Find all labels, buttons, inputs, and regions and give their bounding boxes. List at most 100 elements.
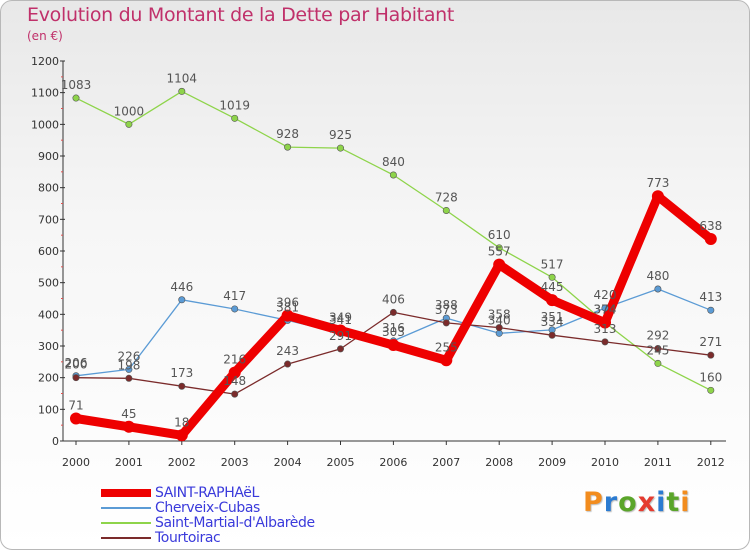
data-point <box>178 296 186 304</box>
data-point <box>125 120 133 128</box>
data-point <box>495 244 503 252</box>
x-tick-label: 2006 <box>379 456 407 469</box>
legend-label: SAINT-RAPHAëL <box>155 484 259 501</box>
x-tick-label: 2011 <box>644 456 672 469</box>
logo-letter: r <box>603 487 619 518</box>
legend-label: Cherveix-Cubas <box>155 499 260 516</box>
y-tick-label: 200 <box>38 372 59 385</box>
data-point <box>389 308 397 316</box>
data-label: 446 <box>170 280 193 294</box>
x-tick-label: 2009 <box>538 456 566 469</box>
data-point <box>336 144 344 152</box>
data-label: 200 <box>65 358 88 372</box>
data-label: 1019 <box>219 98 250 112</box>
data-label: 243 <box>276 344 299 358</box>
data-label: 388 <box>435 298 458 312</box>
y-tick-label: 1100 <box>31 87 59 100</box>
y-tick-label: 1200 <box>31 55 59 68</box>
data-label: 255 <box>435 340 458 354</box>
data-label: 351 <box>541 310 564 324</box>
x-tick-label: 2000 <box>62 456 90 469</box>
data-point <box>387 339 400 352</box>
data-label: 148 <box>223 374 246 388</box>
y-tick-label: 300 <box>38 340 59 353</box>
data-label: 374 <box>594 303 617 317</box>
proxiti-logo: Proxiti <box>583 487 691 518</box>
data-point <box>707 386 715 394</box>
data-point <box>546 294 559 307</box>
data-label: 18 <box>174 415 189 429</box>
x-tick-label: 2005 <box>327 456 355 469</box>
data-point <box>440 354 453 367</box>
chart-axes: 0 100 200 300 400 500 600 700 800 900 1000 1100 1200… <box>31 55 726 469</box>
data-label: 1000 <box>114 104 145 118</box>
data-label: 340 <box>488 313 511 327</box>
y-tick-label: 0 <box>52 435 59 448</box>
data-point <box>651 190 664 203</box>
legend-swatch-saint-raphael <box>101 488 151 497</box>
legend-swatch-tourtoirac <box>101 536 151 539</box>
data-point <box>122 420 135 433</box>
data-point <box>654 285 662 293</box>
data-point <box>601 304 609 312</box>
data-label: 334 <box>541 315 564 329</box>
data-label: 71 <box>68 399 83 413</box>
chart-title: Evolution du Montant de la Dette par Hab… <box>27 4 455 26</box>
data-point <box>72 374 80 382</box>
logo-letter: P <box>583 487 604 518</box>
chart-lines <box>71 90 716 440</box>
data-point <box>707 351 715 359</box>
y-tick-label: 900 <box>38 150 59 163</box>
data-point <box>228 366 241 379</box>
data-point <box>231 305 239 313</box>
data-label: 928 <box>276 127 299 141</box>
legend-item: Cherveix-Cubas <box>101 499 315 516</box>
data-point <box>442 319 450 327</box>
x-tick-label: 2002 <box>168 456 196 469</box>
data-point <box>495 324 503 332</box>
data-label: 517 <box>541 257 564 271</box>
data-label: 396 <box>276 296 299 310</box>
data-label: 45 <box>121 407 136 421</box>
data-point <box>707 306 715 314</box>
data-label: 728 <box>435 190 458 204</box>
data-label: 413 <box>699 290 722 304</box>
data-label: 216 <box>223 353 246 367</box>
data-point <box>493 258 506 271</box>
data-point <box>334 324 347 337</box>
x-tick-label: 2003 <box>221 456 249 469</box>
data-label: 358 <box>488 308 511 322</box>
data-label: 417 <box>223 289 246 303</box>
data-point <box>654 345 662 353</box>
data-label: 198 <box>117 358 140 372</box>
data-point <box>284 143 292 151</box>
data-label: 480 <box>646 269 669 283</box>
data-label: 292 <box>646 329 669 343</box>
x-tick-label: 2004 <box>274 456 302 469</box>
data-label: 638 <box>699 219 722 233</box>
chart-subtitle: (en €) <box>27 29 63 43</box>
data-label: 840 <box>382 155 405 169</box>
data-point <box>178 382 186 390</box>
data-point <box>231 390 239 398</box>
data-point <box>284 360 292 368</box>
legend-swatch-saint-martial <box>101 521 151 524</box>
logo-letter: o <box>618 487 638 518</box>
logo-letter: t <box>666 487 681 518</box>
data-label: 271 <box>699 335 722 349</box>
data-label: 313 <box>594 322 617 336</box>
data-label: 206 <box>65 356 88 370</box>
data-label: 610 <box>488 228 511 242</box>
x-tick-label: 2001 <box>115 456 143 469</box>
data-label: 557 <box>488 245 511 259</box>
data-point <box>548 273 556 281</box>
legend-item: Saint-Martial-d'Albarède <box>101 515 315 531</box>
logo-letter: i <box>656 487 667 518</box>
data-label: 245 <box>646 343 669 357</box>
y-tick-label: 800 <box>38 182 59 195</box>
data-label: 316 <box>382 321 405 335</box>
data-label: 381 <box>276 300 299 314</box>
data-point <box>175 429 188 442</box>
chart-points <box>70 87 717 442</box>
